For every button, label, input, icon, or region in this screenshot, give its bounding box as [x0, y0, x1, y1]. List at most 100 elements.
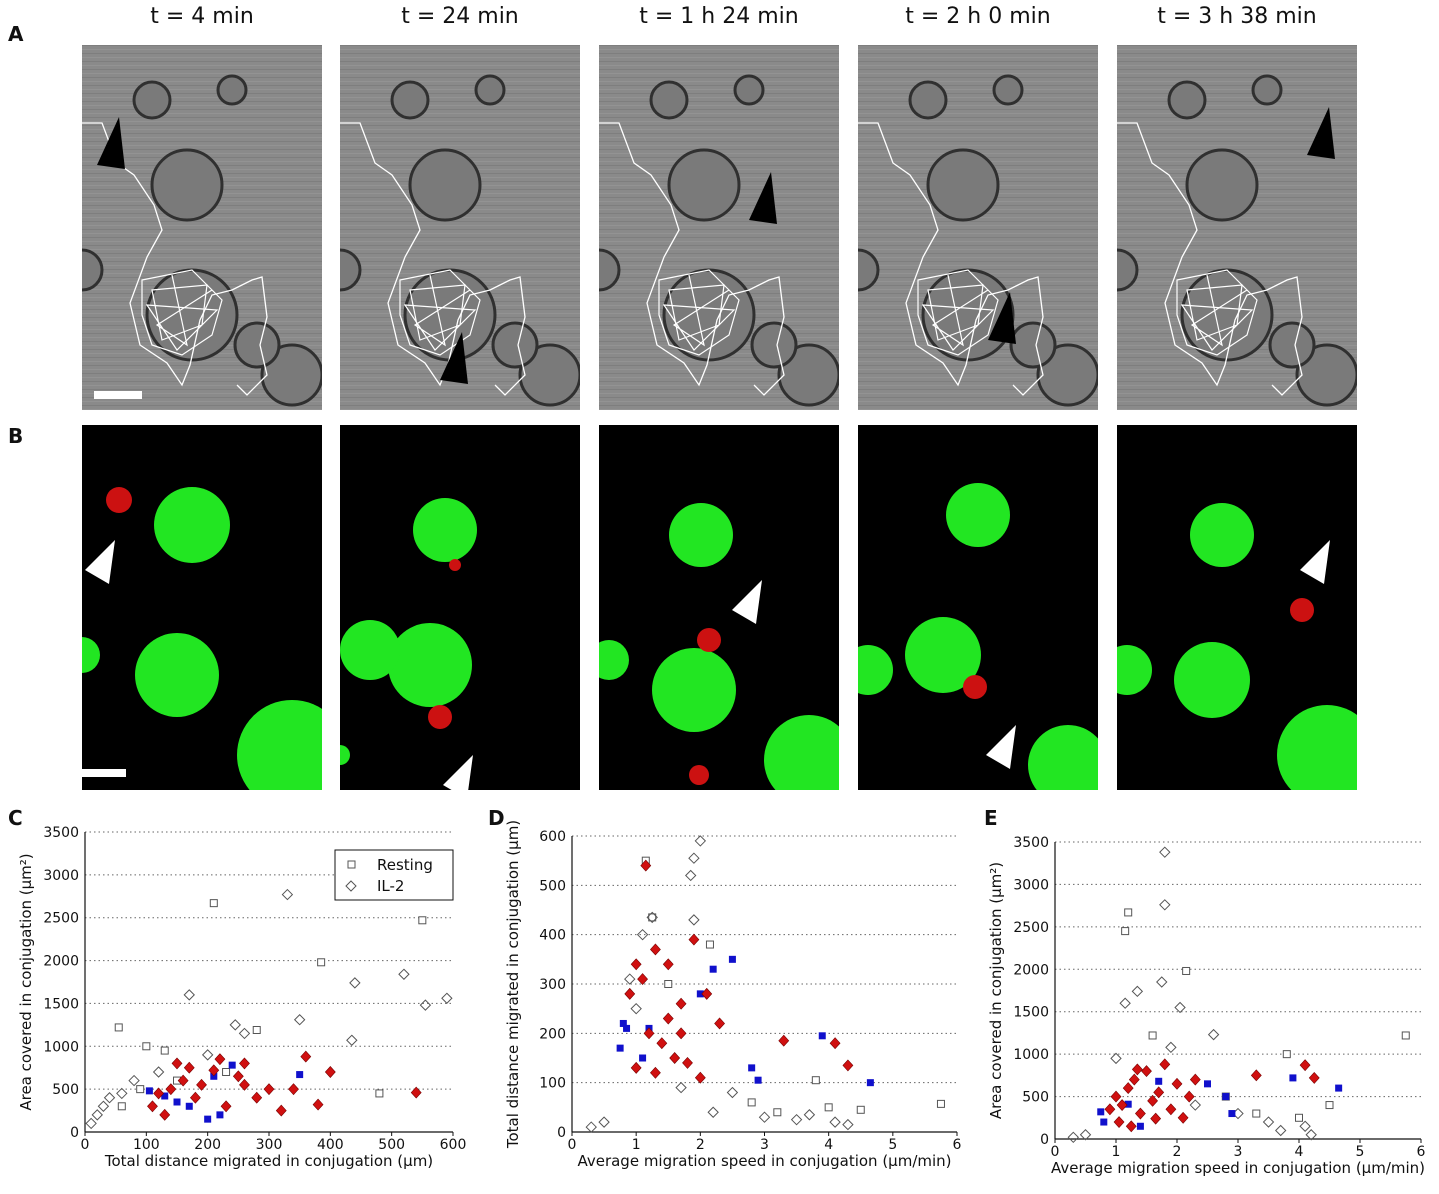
data-point — [1119, 997, 1131, 1009]
data-point — [688, 914, 700, 926]
data-point — [637, 973, 648, 986]
panel-letter-b: B — [8, 424, 24, 448]
data-point — [441, 992, 453, 1004]
data-point — [1131, 1063, 1143, 1076]
y-tick-label: 2000 — [43, 954, 79, 970]
data-point — [758, 1111, 771, 1123]
data-point — [252, 1026, 261, 1034]
data-point — [1125, 1120, 1137, 1133]
data-point — [630, 1061, 642, 1074]
data-point — [664, 980, 673, 988]
y-tick-label: 2500 — [43, 911, 79, 927]
data-point — [688, 852, 700, 864]
data-point — [239, 1078, 250, 1091]
data-point — [1325, 1101, 1334, 1110]
x-tick-label: 500 — [378, 1137, 405, 1153]
data-point — [1141, 1065, 1152, 1078]
data-point — [1124, 908, 1133, 917]
data-point — [748, 1064, 756, 1072]
data-point — [636, 928, 649, 941]
data-point — [1067, 1131, 1080, 1144]
y-tick-label: 3000 — [1013, 877, 1049, 893]
brightfield-panel — [858, 45, 1098, 410]
arrowhead-marker — [440, 332, 468, 384]
data-point — [778, 1034, 790, 1047]
data-point — [145, 1087, 153, 1095]
data-point — [650, 1066, 661, 1079]
data-point — [228, 1061, 236, 1069]
data-point — [675, 1027, 687, 1040]
data-point — [1189, 1099, 1202, 1111]
data-point — [701, 987, 713, 1000]
data-point — [616, 1044, 624, 1052]
x-axis-label: Total distance migrated in conjugation (… — [104, 1152, 433, 1170]
data-point — [1116, 1099, 1128, 1112]
data-point — [1124, 1100, 1132, 1108]
data-point — [214, 1053, 226, 1066]
x-tick-label: 2 — [696, 1137, 705, 1153]
legend-marker-il2 — [345, 880, 357, 892]
x-tick-label: 1 — [1112, 1144, 1121, 1160]
data-point — [103, 1092, 116, 1104]
data-point — [229, 1019, 241, 1031]
data-point — [585, 1121, 597, 1133]
data-point — [1274, 1124, 1287, 1137]
brightfield-panel — [340, 45, 580, 410]
data-point — [1131, 985, 1144, 998]
y-tick-label: 500 — [1022, 1090, 1049, 1106]
data-point — [185, 1102, 193, 1110]
x-tick-label: 200 — [194, 1137, 221, 1153]
data-point — [183, 1061, 195, 1074]
data-point — [91, 1109, 103, 1121]
data-point — [324, 1066, 336, 1078]
data-point — [682, 1056, 693, 1069]
data-point — [1289, 1074, 1297, 1082]
data-point — [216, 1111, 224, 1119]
data-point — [648, 913, 657, 922]
data-point — [1104, 1103, 1116, 1116]
y-tick-label: 2000 — [1013, 962, 1049, 978]
time-label-5: t = 3 h 38 min — [1157, 4, 1317, 29]
data-point — [643, 1027, 655, 1040]
data-point — [1165, 1103, 1177, 1116]
data-point — [1134, 1107, 1146, 1120]
y-tick-label: 1000 — [43, 1039, 79, 1055]
data-point — [623, 1024, 631, 1032]
data-point — [1159, 1058, 1171, 1071]
y-tick-label: 600 — [539, 829, 566, 845]
time-label-2: t = 24 min — [401, 4, 519, 29]
data-point — [165, 1083, 177, 1096]
x-tick-label: 3 — [760, 1137, 769, 1153]
x-axis-label: Average migration speed in conjugation (… — [1051, 1159, 1425, 1177]
data-point — [630, 1002, 642, 1015]
panel-letter-d: D — [488, 806, 505, 830]
x-tick-label: 5 — [1356, 1144, 1365, 1160]
data-point — [263, 1083, 275, 1096]
data-point — [183, 989, 195, 1001]
data-point — [1136, 1122, 1144, 1130]
data-point — [1182, 966, 1191, 975]
data-point — [201, 1049, 214, 1061]
legend-marker-resting — [347, 860, 356, 869]
data-point — [128, 1074, 140, 1087]
legend-label-il2: IL-2 — [377, 877, 404, 895]
data-point — [1097, 1108, 1105, 1116]
data-point — [624, 987, 636, 1000]
data-point — [656, 1037, 668, 1050]
fluorescence-panel — [858, 425, 1098, 790]
fluorescence-panel — [340, 425, 580, 790]
data-point — [646, 911, 658, 924]
data-point — [1156, 976, 1168, 988]
data-point — [238, 1027, 251, 1040]
scale-bar — [94, 391, 142, 399]
scale-bar — [82, 769, 126, 777]
y-tick-label: 0 — [70, 1125, 79, 1141]
data-point — [220, 1100, 232, 1113]
data-point — [300, 1050, 312, 1063]
data-point — [728, 955, 736, 963]
data-point — [842, 1059, 854, 1072]
time-label-4: t = 2 h 0 min — [905, 4, 1051, 29]
y-tick-label: 2500 — [1013, 920, 1049, 936]
y-axis-label: Area covered in conjugation (μm²) — [17, 853, 35, 1110]
data-point — [675, 997, 687, 1010]
